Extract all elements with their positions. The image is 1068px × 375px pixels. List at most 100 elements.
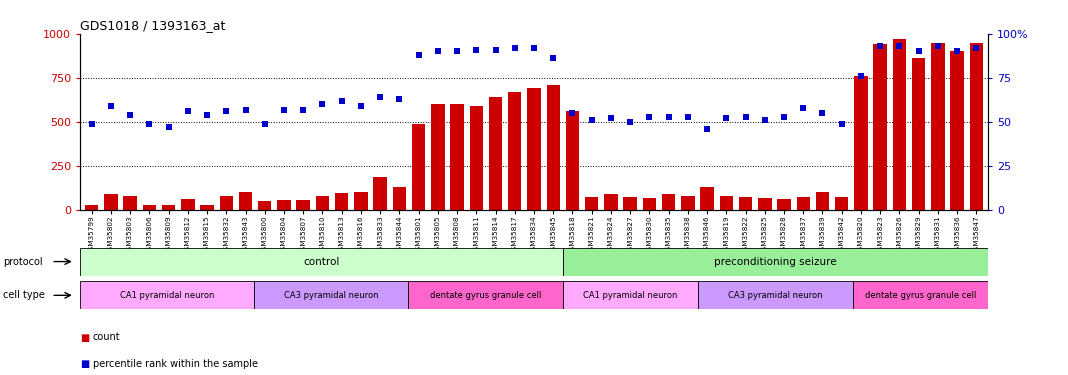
- Bar: [412, 124, 425, 210]
- Point: [679, 114, 696, 120]
- Bar: [254, 281, 408, 309]
- Bar: [698, 281, 852, 309]
- Point: [103, 103, 120, 109]
- Point: [968, 45, 985, 51]
- Point: [602, 116, 619, 122]
- Point: [891, 43, 908, 49]
- Point: [237, 106, 254, 112]
- Text: CA1 pyramidal neuron: CA1 pyramidal neuron: [120, 291, 215, 300]
- Bar: [80, 248, 563, 276]
- Bar: [854, 76, 867, 210]
- Bar: [220, 196, 233, 210]
- Bar: [931, 43, 944, 210]
- Text: CA3 pyramidal neuron: CA3 pyramidal neuron: [728, 291, 822, 300]
- Point: [295, 106, 312, 112]
- Text: GDS1018 / 1393163_at: GDS1018 / 1393163_at: [80, 19, 225, 32]
- Text: preconditioning seizure: preconditioning seizure: [714, 256, 836, 267]
- Bar: [951, 51, 963, 210]
- Bar: [681, 196, 694, 210]
- Point: [410, 52, 427, 58]
- Bar: [528, 88, 540, 210]
- Bar: [547, 85, 560, 210]
- Bar: [563, 281, 698, 309]
- Bar: [80, 281, 254, 309]
- Bar: [816, 192, 829, 210]
- Bar: [970, 43, 983, 210]
- Bar: [355, 192, 367, 210]
- Bar: [893, 39, 906, 210]
- Bar: [852, 281, 988, 309]
- Point: [910, 48, 927, 54]
- Bar: [835, 197, 848, 210]
- Point: [391, 96, 408, 102]
- Point: [833, 121, 850, 127]
- Bar: [374, 177, 387, 210]
- Point: [795, 105, 812, 111]
- Point: [429, 48, 446, 54]
- Text: dentate gyrus granule cell: dentate gyrus granule cell: [865, 291, 976, 300]
- Point: [83, 121, 100, 127]
- Bar: [316, 196, 329, 210]
- Text: protocol: protocol: [3, 256, 43, 267]
- Bar: [643, 198, 656, 210]
- Bar: [604, 194, 617, 210]
- Point: [871, 43, 889, 49]
- Point: [218, 108, 235, 114]
- Point: [564, 110, 581, 116]
- Text: percentile rank within the sample: percentile rank within the sample: [93, 359, 257, 369]
- Text: cell type: cell type: [3, 290, 45, 300]
- Bar: [85, 205, 98, 210]
- Bar: [797, 197, 810, 210]
- Point: [506, 45, 523, 51]
- Bar: [143, 205, 156, 210]
- Bar: [739, 197, 752, 210]
- Text: control: control: [303, 256, 340, 267]
- Bar: [489, 97, 502, 210]
- Point: [641, 114, 658, 120]
- Point: [141, 121, 158, 127]
- Point: [468, 46, 485, 53]
- Bar: [431, 104, 444, 210]
- Point: [122, 112, 139, 118]
- Point: [449, 48, 466, 54]
- Bar: [720, 196, 733, 210]
- Bar: [662, 194, 675, 210]
- Bar: [408, 281, 563, 309]
- Bar: [162, 205, 175, 210]
- Point: [179, 108, 197, 114]
- Point: [718, 116, 735, 122]
- Bar: [585, 197, 598, 210]
- Point: [852, 73, 869, 79]
- Point: [737, 114, 754, 120]
- Bar: [335, 193, 348, 210]
- Point: [314, 101, 331, 107]
- Point: [199, 112, 216, 118]
- Point: [583, 117, 600, 123]
- Bar: [624, 197, 637, 210]
- Text: count: count: [93, 333, 121, 342]
- Bar: [508, 92, 521, 210]
- Bar: [182, 200, 194, 210]
- Text: CA3 pyramidal neuron: CA3 pyramidal neuron: [284, 291, 378, 300]
- Bar: [278, 200, 290, 210]
- Point: [256, 121, 273, 127]
- Bar: [201, 205, 214, 210]
- Bar: [239, 192, 252, 210]
- Text: CA1 pyramidal neuron: CA1 pyramidal neuron: [583, 291, 678, 300]
- Bar: [105, 194, 117, 210]
- Point: [372, 94, 389, 100]
- Text: ■: ■: [80, 359, 90, 369]
- Bar: [258, 201, 271, 210]
- Point: [698, 126, 716, 132]
- Point: [352, 103, 370, 109]
- Bar: [470, 106, 483, 210]
- Point: [756, 117, 773, 123]
- Bar: [563, 248, 988, 276]
- Point: [948, 48, 965, 54]
- Text: dentate gyrus granule cell: dentate gyrus granule cell: [430, 291, 541, 300]
- Point: [660, 114, 677, 120]
- Point: [814, 110, 831, 116]
- Bar: [393, 187, 406, 210]
- Point: [276, 106, 293, 112]
- Point: [545, 56, 562, 62]
